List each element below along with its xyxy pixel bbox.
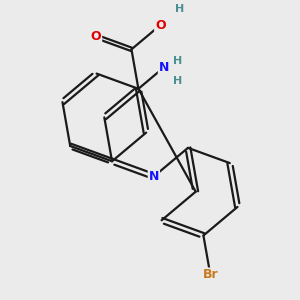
Text: H: H: [173, 56, 182, 66]
Text: N: N: [159, 61, 169, 74]
Text: O: O: [91, 30, 101, 43]
Text: H: H: [173, 76, 182, 86]
Text: H: H: [175, 4, 184, 14]
Text: N: N: [149, 170, 159, 183]
Text: O: O: [155, 19, 166, 32]
Text: Br: Br: [202, 268, 218, 281]
